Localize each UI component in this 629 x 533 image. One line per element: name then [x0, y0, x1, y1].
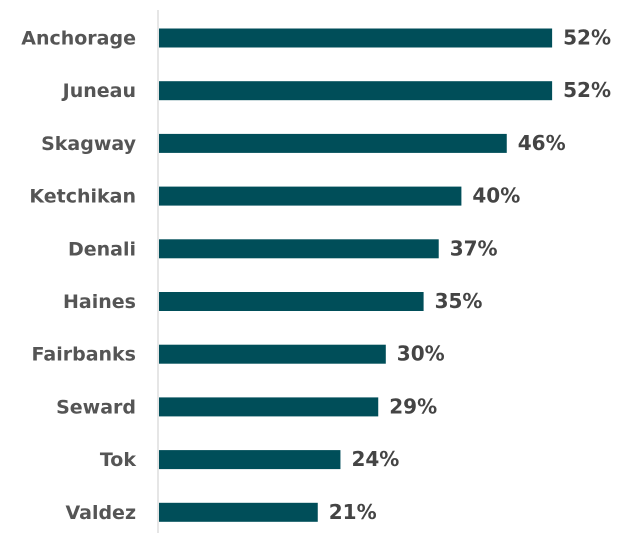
value-label: 52% [563, 26, 611, 50]
category-label: Ketchikan [29, 186, 136, 208]
category-label: Denali [68, 238, 136, 260]
bar [159, 397, 379, 417]
value-label: 30% [397, 342, 445, 366]
category-label: Haines [63, 291, 136, 313]
bar [159, 81, 553, 101]
category-label: Skagway [41, 133, 137, 155]
bar [159, 450, 341, 470]
category-label: Anchorage [21, 28, 136, 50]
bar [159, 186, 462, 206]
value-label: 40% [472, 184, 520, 208]
bar [159, 133, 507, 153]
value-label: 35% [435, 289, 483, 313]
category-label: Tok [100, 449, 136, 471]
value-label: 37% [450, 236, 498, 260]
bar [159, 239, 439, 259]
bar [159, 292, 424, 311]
category-label: Juneau [61, 80, 136, 102]
value-label: 46% [518, 131, 566, 155]
value-label: 24% [351, 447, 399, 471]
value-label: 21% [329, 500, 377, 524]
category-label: Seward [56, 396, 136, 418]
bar [159, 502, 318, 522]
bar [159, 28, 553, 48]
category-label: Valdez [65, 502, 136, 524]
bar [159, 344, 386, 364]
value-label: 52% [563, 78, 611, 102]
category-label: Fairbanks [32, 344, 136, 366]
value-label: 29% [389, 394, 437, 418]
